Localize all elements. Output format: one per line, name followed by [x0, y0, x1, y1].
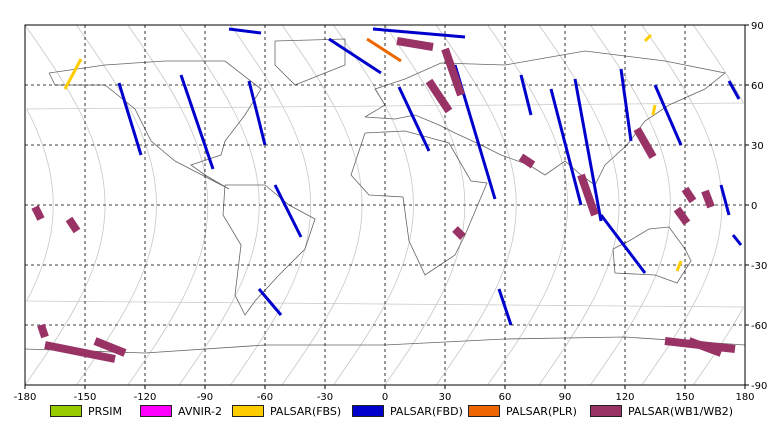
coverage-mark-palsar-wb1-wb2: [577, 173, 599, 217]
gridlines: [25, 25, 745, 385]
coverage-mark-palsar-fbd: [273, 184, 303, 238]
orbit-track: [590, 24, 671, 386]
coverage-mark-palsar-fbd: [731, 234, 743, 246]
coverage-mark-palsar-fbd: [257, 288, 283, 316]
legend-item: PRSIM: [50, 404, 122, 418]
coverage-mark-palsar-wb1-wb2: [633, 127, 657, 159]
coverage-mark-palsar-wb1-wb2: [93, 337, 127, 357]
legend-swatch: [232, 405, 264, 417]
coverage-mark-palsar-wb1-wb2: [396, 37, 434, 51]
tick-label-x: 150: [675, 392, 694, 403]
legend-label: PALSAR(WB1/WB2): [628, 404, 734, 418]
orbit-track: [230, 24, 312, 386]
legend-label: PALSAR(PLR): [506, 404, 577, 418]
x-axis-ticks: -180 -150 -120 -90 -60 -30 0 30 60 90 120 150 180: [14, 385, 755, 403]
legend-item: AVNIR-2: [140, 404, 222, 418]
coverage-mark-palsar-fbs: [63, 58, 83, 90]
tick-label-x: -30: [317, 392, 333, 403]
coverage-mark-palsar-wb1-wb2: [37, 323, 49, 339]
tick-label-y: 30: [751, 141, 764, 152]
coverage-mark-palsar-fbs: [651, 104, 657, 116]
coverage-mark-palsar-fbd: [653, 84, 683, 146]
coverage-mark-palsar-fbd: [397, 86, 431, 152]
tick-label-y: -30: [751, 261, 767, 272]
coverage-mark-palsar-wb1-wb2: [701, 189, 715, 209]
tick-label-x: 90: [559, 392, 572, 403]
coverage-mark-palsar-wb1-wb2: [673, 206, 691, 226]
coverage-mark-palsar-wb1-wb2: [425, 78, 453, 114]
legend-swatch: [352, 405, 384, 417]
coverage-mark-palsar-fbd: [719, 184, 731, 216]
tick-label-y: -60: [751, 321, 767, 332]
legend-item: PALSAR(WB1/WB2): [590, 404, 733, 418]
tick-label-x: -180: [14, 392, 37, 403]
legend-swatch: [50, 405, 82, 417]
coverage-mark-palsar-fbd: [247, 80, 267, 146]
coverage-mark-palsar-wb1-wb2: [441, 47, 465, 97]
coverage-mark-palsar-fbd: [228, 27, 262, 35]
tick-label-x: -120: [134, 392, 157, 403]
legend-swatch: [590, 405, 622, 417]
coverage-marks: [31, 27, 743, 363]
legend-swatch: [468, 405, 500, 417]
tick-label-x: 120: [615, 392, 634, 403]
legend-item: PALSAR(FBD): [352, 404, 463, 418]
coverage-mark-palsar-fbd: [328, 37, 382, 75]
coastline: [612, 226, 692, 284]
tick-label-x: 0: [382, 392, 388, 403]
coverage-mark-palsar-fbd: [117, 82, 143, 156]
legend: PRSIM AVNIR-2 PALSAR(FBS) PALSAR(FBD) PALSAR…: [0, 400, 770, 422]
tick-label-x: -90: [197, 392, 213, 403]
legend-swatch: [140, 405, 172, 417]
coverage-mark-palsar-fbd: [619, 68, 633, 142]
coverage-mark-palsar-fbs: [675, 260, 683, 272]
coverage-mark-palsar-wb1-wb2: [687, 337, 723, 357]
coverage-mark-palsar-fbd: [727, 80, 741, 100]
tick-label-x: 30: [439, 392, 452, 403]
tick-label-x: -150: [74, 392, 97, 403]
coverage-mark-palsar-fbd: [549, 88, 583, 206]
coverage-mark-palsar-wb1-wb2: [31, 205, 45, 221]
tick-label-x: 60: [499, 392, 512, 403]
coverage-mark-palsar-fbd: [519, 74, 533, 116]
coverage-mark-palsar-fbd: [179, 74, 215, 170]
coverage-mark-palsar-wb1-wb2: [518, 153, 536, 169]
coverage-mark-palsar-fbd: [372, 27, 466, 39]
coverage-mark-palsar-fbd: [573, 78, 603, 222]
coverage-mark-palsar-fbd: [497, 288, 513, 326]
tick-label-y: 0: [751, 201, 757, 212]
coverage-mark-palsar-fbs: [643, 33, 653, 43]
coverage-mark-palsar-wb1-wb2: [44, 341, 116, 363]
legend-label: PRSIM: [88, 404, 122, 418]
coverage-mark-palsar-wb1-wb2: [452, 226, 466, 240]
tick-label-x: 180: [735, 392, 754, 403]
coverage-mark-palsar-fbd: [599, 214, 647, 274]
legend-item: PALSAR(PLR): [468, 404, 577, 418]
tick-label-y: 60: [751, 81, 764, 92]
tick-label-y: -90: [751, 381, 767, 392]
coverage-mark-palsar-plr: [366, 37, 402, 63]
coastline: [274, 38, 346, 86]
coverage-mark-palsar-wb1-wb2: [65, 216, 81, 234]
tick-label-x: -60: [257, 392, 273, 403]
tick-label-y: 90: [751, 21, 764, 32]
y-axis-ticks: 90 60 30 0 -30 -60 -90: [745, 21, 767, 392]
legend-label: PALSAR(FBS): [270, 404, 342, 418]
legend-label: AVNIR-2: [178, 404, 222, 418]
coastline: [350, 130, 488, 276]
coverage-mark-palsar-wb1-wb2: [681, 186, 697, 204]
legend-item: PALSAR(FBS): [232, 404, 341, 418]
legend-label: PALSAR(FBD): [390, 404, 463, 418]
